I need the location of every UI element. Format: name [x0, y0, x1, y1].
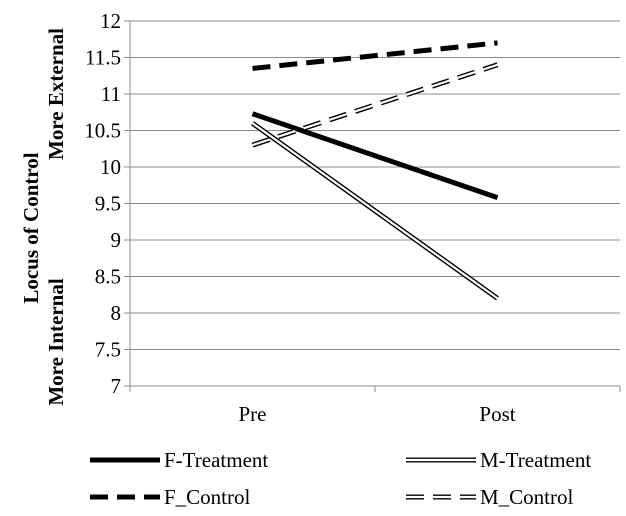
y-tick-label: 7: [111, 374, 122, 398]
grid-layer: [130, 20, 620, 387]
y-tick-label: 10: [100, 155, 121, 179]
series-line-f-treatment: [251, 111, 499, 201]
series-line-m-control: [251, 62, 499, 148]
legend-label-m-treatment: M-Treatment: [480, 448, 591, 472]
y-tick-label: 8.5: [95, 265, 121, 289]
legend: F-Treatment M-Treatment F_Control M_Control: [90, 448, 591, 509]
x-tick-label: Post: [479, 402, 515, 426]
y-tick-label: 10.5: [84, 119, 121, 143]
y-axis-label-bottom: More Internal: [44, 278, 68, 405]
y-tick-label: 9: [111, 228, 122, 252]
legend-label-m-control: M_Control: [480, 485, 574, 509]
legend-label-f-control: F_Control: [164, 485, 251, 509]
y-axis-label-main: Locus of Control: [19, 152, 43, 303]
series-line-m-control-inner: [252, 63, 498, 147]
series-line-m-treatment: [251, 121, 499, 301]
legend-label-f-treatment: F-Treatment: [164, 448, 268, 472]
series-line-f-control-stroke: [252, 40, 498, 71]
series-line-m-treatment-inner: [251, 122, 499, 300]
y-tick-label: 7.5: [95, 338, 121, 362]
y-tick-label: 11.5: [85, 46, 121, 70]
series-layer: [251, 40, 499, 301]
series-line-f-control: [252, 40, 498, 71]
y-tick-label: 8: [111, 301, 122, 325]
y-tick-label: 11: [101, 82, 121, 106]
y-tick-label: 12: [100, 9, 121, 33]
y-tick-label: 9.5: [95, 192, 121, 216]
y-axis-label-top: More External: [44, 28, 68, 160]
x-tick-label: Pre: [239, 402, 267, 426]
series-line-f-treatment-stroke: [251, 111, 499, 201]
y-axis-label-group: More External Locus of Control More Inte…: [19, 28, 68, 406]
axis-layer: 7 7.5 8 8.5 9 9.5 10 10.5 11 11.5 12 Pre Post: [84, 9, 621, 426]
